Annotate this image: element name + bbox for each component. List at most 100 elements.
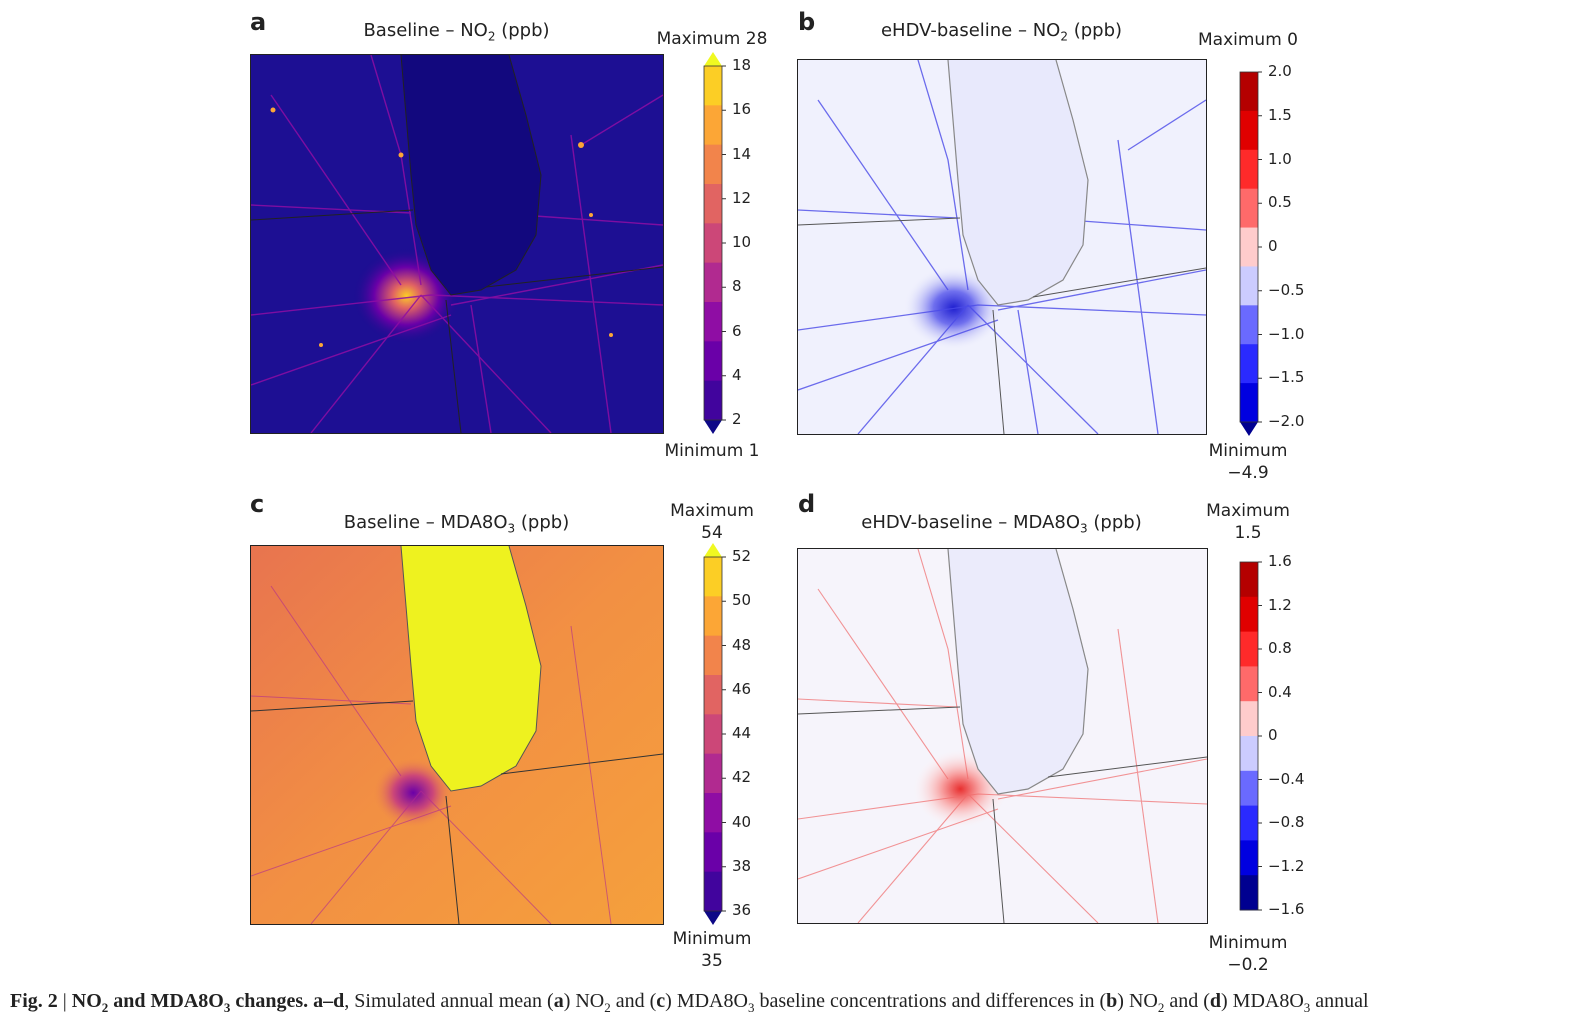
colorbar-tick-label: −1.5 (1268, 368, 1305, 387)
panel-letter-d: d (798, 490, 816, 518)
colorbar-tick-label: −0.8 (1268, 813, 1305, 831)
colorbar-b-minimum: Minimum −4.9 (1208, 441, 1288, 483)
colorbar-segment (704, 557, 722, 597)
colorbar-tick-label: −1.2 (1268, 856, 1305, 875)
colorbar-segment (1240, 110, 1258, 151)
colorbar-segment (704, 753, 722, 794)
colorbar-segment (1240, 875, 1258, 911)
colorbar-tick-label: 44 (732, 724, 752, 742)
colorbar-segment (1240, 72, 1258, 112)
colorbar-segment (1240, 770, 1258, 807)
colorbar-tick-label: 38 (732, 856, 752, 875)
colorbar-segment (1240, 227, 1258, 267)
colorbar-tick-label: 0 (1268, 726, 1278, 744)
colorbar-tick-label: 14 (732, 144, 752, 163)
colorbar-tick-label: 2 (732, 410, 742, 428)
panel-letter-c: c (250, 490, 265, 518)
colorbar-tick-label: 1.6 (1268, 552, 1292, 570)
colorbar-tick-label: 12 (732, 188, 752, 207)
colorbar-segment (1240, 149, 1258, 190)
panel-title-a: Baseline – NO2 (ppb) (363, 20, 550, 44)
colorbar-tick-label: 50 (732, 591, 752, 610)
colorbar-tick-label: 2.0 (1268, 62, 1292, 80)
colorbar-segment (704, 871, 722, 912)
colorbar-segment (704, 66, 722, 106)
colorbar-c-minimum: Minimum 35 (672, 929, 752, 971)
colorbar-tick-label: 1.5 (1268, 105, 1292, 124)
panel-title-b: eHDV-baseline – NO2 (ppb) (880, 20, 1123, 44)
colorbar-tick-label: 10 (732, 233, 752, 251)
colorbar-segment (704, 714, 722, 755)
colorbar-tick-label: 42 (732, 768, 752, 787)
colorbar-tick-label: 1.0 (1268, 149, 1292, 168)
colorbar-tick-label: −2.0 (1268, 412, 1305, 430)
colorbar-d-maximum: Maximum 1.5 (1206, 501, 1290, 543)
colorbar-tick-label: −1.6 (1268, 900, 1305, 918)
colorbar-segment (704, 302, 722, 342)
colorbar-tick-label: 48 (732, 635, 752, 654)
colorbar-d (1239, 561, 1262, 911)
colorbar-arrow-top (704, 52, 722, 66)
colorbar-segment (704, 380, 722, 421)
panel-letter-b: b (798, 8, 816, 36)
colorbar-segment (704, 223, 722, 264)
colorbar-segment (704, 341, 722, 382)
colorbar-segment (704, 832, 722, 873)
colorbar-b-maximum: Maximum 0 (1198, 30, 1298, 50)
colorbar-tick-label: 6 (732, 321, 742, 340)
colorbar-segment (1240, 840, 1258, 876)
map-panel-c (250, 545, 664, 925)
colorbar-c (703, 543, 726, 925)
colorbar-c-maximum: Maximum 54 (670, 501, 754, 543)
colorbar-a-minimum: Minimum 1 (664, 441, 760, 461)
colorbar-segment (1240, 666, 1258, 702)
colorbar-segment (704, 675, 722, 715)
map-panel-b (797, 59, 1207, 435)
colorbar-segment (1240, 596, 1258, 633)
colorbar-segment (1240, 344, 1258, 384)
panel-letter-a: a (250, 8, 267, 36)
colorbar-segment (1240, 188, 1258, 229)
colorbar-segment (704, 596, 722, 637)
colorbar-tick-label: 18 (732, 56, 752, 74)
colorbar-segment (1240, 383, 1258, 423)
colorbar-tick-label: 4 (732, 365, 742, 384)
colorbar-tick-label: −0.5 (1268, 280, 1305, 299)
map-panel-d (797, 548, 1208, 924)
colorbar-a (703, 52, 726, 434)
colorbar-tick-label: 0.8 (1268, 639, 1292, 657)
colorbar-d-minimum: Minimum −0.2 (1208, 933, 1288, 975)
colorbar-tick-label: −0.4 (1268, 769, 1305, 788)
panel-title-c: Baseline – MDA8O3 (ppb) (343, 512, 570, 536)
colorbar-segment (704, 184, 722, 224)
colorbar-arrow-bottom (704, 420, 722, 434)
colorbar-tick-label: 46 (732, 679, 752, 698)
colorbar-arrow-top (704, 543, 722, 557)
colorbar-segment (704, 793, 722, 833)
colorbar-a-maximum: Maximum 28 (656, 29, 768, 49)
colorbar-segment (1240, 736, 1258, 772)
colorbar-segment (1240, 266, 1258, 306)
colorbar-tick-label: 36 (732, 901, 752, 919)
colorbar-tick-label: 16 (732, 100, 752, 119)
colorbar-arrow-bottom (1240, 422, 1258, 436)
colorbar-tick-label: 52 (732, 547, 752, 565)
colorbar-segment (704, 105, 722, 146)
colorbar-tick-label: 0.5 (1268, 193, 1292, 212)
colorbar-segment (1240, 701, 1258, 737)
colorbar-tick-label: 1.2 (1268, 595, 1292, 614)
colorbar-segment (704, 262, 722, 303)
colorbar-tick-label: 0 (1268, 237, 1278, 255)
figure-caption: Fig. 2 | NO2 and MDA8O3 changes. a–d, Si… (10, 990, 1369, 1015)
panel-title-d: eHDV-baseline – MDA8O3 (ppb) (861, 512, 1142, 536)
colorbar-tick-label: −1.0 (1268, 324, 1305, 343)
colorbar-tick-label: 0.4 (1268, 682, 1292, 701)
colorbar-segment (704, 635, 722, 676)
map-panel-a (250, 54, 664, 434)
colorbar-tick-label: 8 (732, 277, 742, 296)
colorbar-segment (1240, 305, 1258, 345)
colorbar-tick-label: 40 (732, 812, 752, 831)
colorbar-segment (1240, 631, 1258, 667)
colorbar-arrow-bottom (704, 911, 722, 925)
colorbar-segment (1240, 805, 1258, 841)
